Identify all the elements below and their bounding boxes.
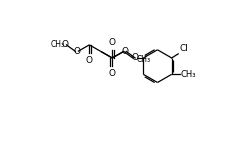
Text: CH₃: CH₃ — [180, 70, 196, 79]
Text: O: O — [109, 37, 116, 47]
Text: CH₃: CH₃ — [51, 40, 65, 49]
Text: O: O — [86, 56, 93, 65]
Text: O: O — [132, 53, 139, 63]
Text: CH₃: CH₃ — [137, 55, 151, 64]
Text: O: O — [121, 47, 128, 56]
Text: Cl: Cl — [179, 44, 188, 53]
Text: O: O — [109, 69, 116, 78]
Text: O: O — [61, 40, 68, 49]
Text: O: O — [74, 47, 81, 56]
